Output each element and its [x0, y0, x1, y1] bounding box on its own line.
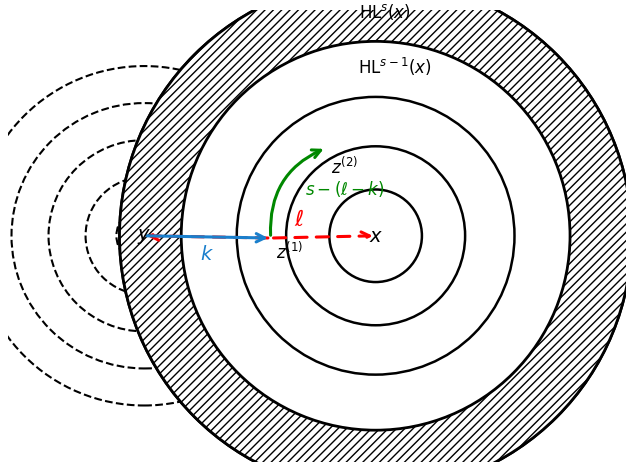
Circle shape	[119, 0, 631, 463]
Circle shape	[181, 42, 570, 430]
Text: $\mathrm{HL}^s(x)$: $\mathrm{HL}^s(x)$	[359, 1, 411, 21]
Circle shape	[329, 190, 422, 282]
Text: $k$: $k$	[200, 244, 214, 263]
Text: $s-(\ell-k)$: $s-(\ell-k)$	[305, 179, 384, 199]
Circle shape	[329, 190, 422, 282]
Circle shape	[236, 98, 515, 375]
Text: $y$: $y$	[137, 227, 152, 246]
Circle shape	[86, 178, 203, 295]
Circle shape	[0, 67, 314, 406]
Text: $\mathrm{HL}^{s-1}(x)$: $\mathrm{HL}^{s-1}(x)$	[358, 56, 432, 78]
Text: $z^{(2)}$: $z^{(2)}$	[331, 156, 358, 177]
Circle shape	[286, 147, 465, 325]
Circle shape	[49, 141, 240, 332]
Text: $\ell$: $\ell$	[294, 209, 304, 231]
Circle shape	[119, 0, 631, 463]
Circle shape	[11, 104, 277, 369]
Text: $z^{(1)}$: $z^{(1)}$	[276, 241, 302, 263]
Circle shape	[119, 0, 631, 463]
Circle shape	[119, 0, 631, 463]
Circle shape	[117, 208, 172, 264]
Circle shape	[286, 147, 465, 325]
Circle shape	[181, 42, 570, 430]
Text: $x$: $x$	[368, 227, 383, 245]
Circle shape	[236, 98, 515, 375]
